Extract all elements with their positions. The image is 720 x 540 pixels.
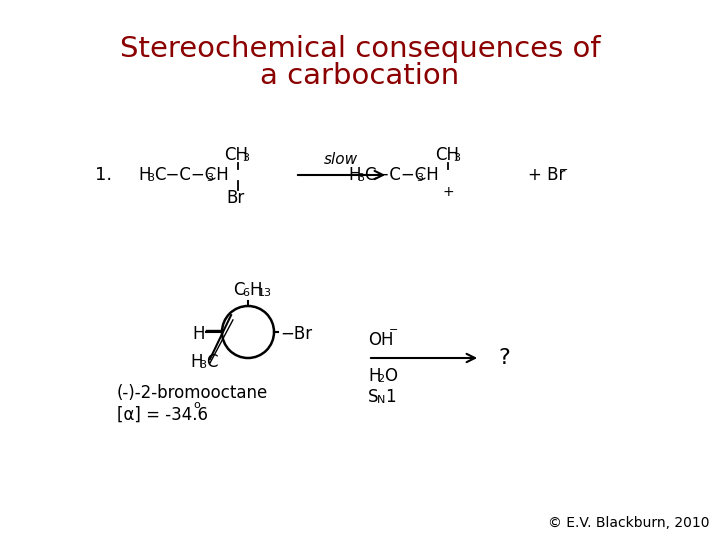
Text: C: C	[206, 353, 217, 371]
Text: Stereochemical consequences of: Stereochemical consequences of	[120, 35, 600, 63]
Text: Br: Br	[226, 189, 244, 207]
Text: CH: CH	[435, 146, 459, 164]
Text: ?: ?	[498, 348, 510, 368]
Text: N: N	[377, 395, 385, 405]
Text: slow: slow	[324, 152, 358, 167]
Text: C−C−CH: C−C−CH	[364, 166, 438, 184]
Text: 3: 3	[199, 360, 206, 370]
Text: C: C	[233, 281, 245, 299]
Text: + Br: + Br	[528, 166, 565, 184]
Text: 3: 3	[357, 173, 364, 183]
Text: 3: 3	[416, 173, 423, 183]
Text: H: H	[348, 166, 361, 184]
Text: 13: 13	[258, 288, 272, 298]
Text: −: −	[389, 325, 398, 335]
Text: (-)-2-bromooctane: (-)-2-bromooctane	[117, 384, 269, 402]
Text: 6: 6	[242, 288, 249, 298]
Text: 3: 3	[242, 153, 249, 163]
Text: 3: 3	[206, 173, 213, 183]
Text: o: o	[193, 400, 199, 410]
Text: 2: 2	[377, 374, 384, 384]
Text: 1.: 1.	[95, 166, 112, 184]
Text: +: +	[442, 185, 454, 199]
Text: CH: CH	[224, 146, 248, 164]
Text: H: H	[138, 166, 150, 184]
Text: −: −	[559, 165, 568, 175]
Text: 3: 3	[147, 173, 154, 183]
Text: [α] = -34.6: [α] = -34.6	[117, 406, 208, 424]
Text: 3: 3	[453, 153, 460, 163]
Text: OH: OH	[368, 331, 394, 349]
Text: a carbocation: a carbocation	[261, 62, 459, 90]
Text: S: S	[368, 388, 379, 406]
Text: 1: 1	[385, 388, 395, 406]
Text: H: H	[249, 281, 261, 299]
Text: O: O	[384, 367, 397, 385]
Text: −Br: −Br	[280, 325, 312, 343]
Text: H: H	[190, 353, 202, 371]
Text: C−C−CH: C−C−CH	[154, 166, 229, 184]
Text: H: H	[192, 325, 204, 343]
Text: H: H	[368, 367, 380, 385]
Text: © E.V. Blackburn, 2010: © E.V. Blackburn, 2010	[549, 516, 710, 530]
